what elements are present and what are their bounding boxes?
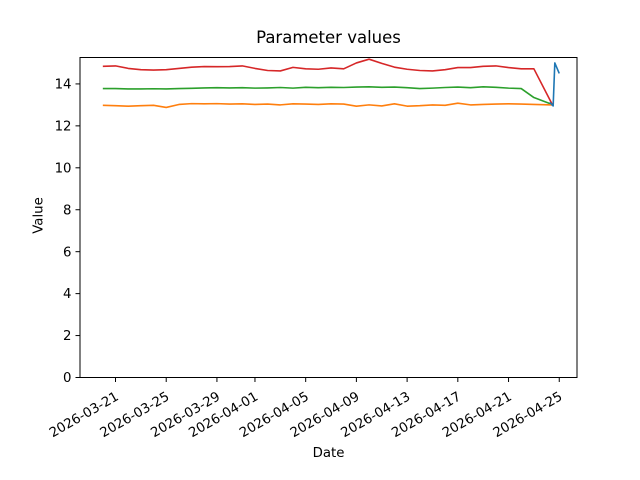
chart-title: Parameter values — [256, 28, 401, 47]
line-series-orange — [102, 102, 553, 109]
y-tick-label: 6 — [63, 245, 71, 260]
line-series-green — [102, 86, 553, 106]
y-tick-label: 0 — [63, 371, 71, 386]
plot-frame — [79, 57, 578, 378]
line-series-red — [102, 58, 553, 105]
y-tick-label: 14 — [55, 78, 72, 93]
y-tick-label: 8 — [63, 203, 71, 218]
y-tick-label: 12 — [55, 119, 72, 134]
y-tick-label: 4 — [63, 287, 71, 302]
y-tick-label: 2 — [63, 329, 71, 344]
y-axis-label: Value — [31, 197, 47, 234]
y-tick-label: 10 — [55, 161, 72, 176]
x-axis-label: Date — [312, 446, 345, 461]
line-series-blue — [549, 62, 560, 107]
